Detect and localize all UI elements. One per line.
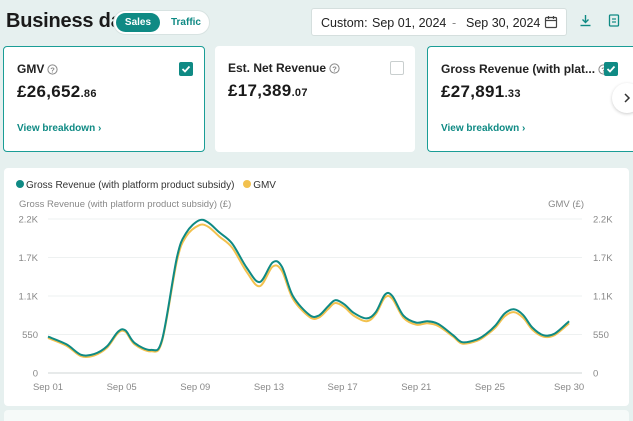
x-tick-label: Sep 05 xyxy=(107,382,137,393)
date-range-prefix: Custom: xyxy=(321,16,368,30)
chart-panel: Gross Revenue (with platform product sub… xyxy=(4,168,629,406)
legend-dot xyxy=(16,180,24,188)
card-value: £26,652.86 xyxy=(17,82,97,102)
y-tick-label-left: 2.2K xyxy=(18,215,38,226)
value-integer: 26,652 xyxy=(26,82,81,101)
y-tick-label-right: 2.2K xyxy=(593,215,613,226)
date-end: Sep 30, 2024 xyxy=(466,16,541,30)
series-line-gross-revenue xyxy=(47,218,570,357)
legend-label: Gross Revenue (with platform product sub… xyxy=(26,180,235,191)
view-breakdown-link[interactable]: View breakdown › xyxy=(441,123,526,134)
legend-label: GMV xyxy=(253,180,276,191)
svg-text:?: ? xyxy=(601,65,606,74)
value-decimal: .07 xyxy=(291,87,308,99)
card-title-text: GMV xyxy=(17,62,45,76)
y-tick-label-left: 1.1K xyxy=(18,292,38,303)
card-title: Est. Net Revenue? xyxy=(228,61,340,75)
value-integer: 27,891 xyxy=(450,82,505,101)
bottom-panel-edge xyxy=(4,410,629,421)
download-icon[interactable] xyxy=(579,14,592,27)
svg-text:?: ? xyxy=(51,65,56,74)
card-title-text: Gross Revenue (with plat... xyxy=(441,62,596,76)
x-tick-label: Sep 21 xyxy=(401,382,431,393)
chevron-right-icon xyxy=(624,93,631,103)
value-decimal: .86 xyxy=(80,88,97,100)
card-title: Gross Revenue (with plat...? xyxy=(441,62,609,76)
y-tick-label-right: 550 xyxy=(593,330,609,341)
currency-symbol: £ xyxy=(441,82,451,101)
y-tick-label-right: 1.7K xyxy=(593,253,613,264)
currency-symbol: £ xyxy=(17,82,27,101)
tab-traffic[interactable]: Traffic xyxy=(170,17,201,28)
chart-legend: Gross Revenue (with platform product sub… xyxy=(16,180,282,191)
page-title: Business data xyxy=(6,10,140,32)
y-tick-label-left: 550 xyxy=(22,330,38,341)
metric-card-gmv[interactable]: GMV? £26,652.86 View breakdown › xyxy=(3,46,205,152)
date-start: Sep 01, 2024 xyxy=(372,16,447,30)
header: Business data Sales Traffic Custom: Sep … xyxy=(0,0,633,44)
svg-text:?: ? xyxy=(332,64,337,73)
series-line-gmv xyxy=(47,223,570,359)
y-tick-label-left: 1.7K xyxy=(18,253,38,264)
report-icon[interactable] xyxy=(608,14,620,27)
sales-traffic-toggle: Sales Traffic xyxy=(113,10,210,35)
legend-item-gross-revenue[interactable]: Gross Revenue (with platform product sub… xyxy=(16,180,234,191)
checkbox-checked[interactable] xyxy=(604,62,618,76)
value-integer: 17,389 xyxy=(237,81,292,100)
line-chart[interactable]: 2.2K 2.2K 1.7K 1.7K 1.1K 1.1K 550 550 0 0 Sep 01 Se… xyxy=(4,168,629,406)
x-tick-label: Sep 09 xyxy=(180,382,210,393)
metric-card-net-revenue[interactable]: Est. Net Revenue? £17,389.07 xyxy=(215,46,415,152)
view-breakdown-link[interactable]: View breakdown › xyxy=(17,123,102,134)
y-axis-right-title: GMV (£) xyxy=(548,199,584,210)
x-tick-label: Sep 25 xyxy=(475,382,505,393)
card-title-text: Est. Net Revenue xyxy=(228,61,327,75)
help-icon[interactable]: ? xyxy=(329,63,340,74)
calendar-icon xyxy=(544,16,558,29)
tab-sales[interactable]: Sales xyxy=(116,13,160,32)
value-decimal: .33 xyxy=(504,88,521,100)
help-icon[interactable]: ? xyxy=(47,64,58,75)
card-title: GMV? xyxy=(17,62,58,76)
y-tick-label-right: 1.1K xyxy=(593,292,613,303)
check-icon xyxy=(181,65,191,73)
card-value: £17,389.07 xyxy=(228,81,308,101)
legend-item-gmv[interactable]: GMV xyxy=(243,180,276,191)
y-tick-label-right: 0 xyxy=(593,369,598,380)
metric-card-gross-revenue[interactable]: Gross Revenue (with plat...? £27,891.33 … xyxy=(427,46,633,152)
checkbox-checked[interactable] xyxy=(179,62,193,76)
legend-dot xyxy=(243,180,252,188)
check-icon xyxy=(606,65,616,73)
x-tick-label: Sep 17 xyxy=(328,382,358,393)
x-tick-label: Sep 13 xyxy=(254,382,284,393)
date-range-picker[interactable]: Custom: Sep 01, 2024 - Sep 30, 2024 xyxy=(311,8,567,36)
checkbox-unchecked[interactable] xyxy=(390,61,404,75)
currency-symbol: £ xyxy=(228,81,238,100)
y-tick-label-left: 0 xyxy=(33,369,38,380)
carousel-next-button[interactable] xyxy=(612,83,633,113)
date-separator: - xyxy=(452,16,457,30)
x-tick-label: Sep 01 xyxy=(33,382,63,393)
card-value: £27,891.33 xyxy=(441,82,521,102)
x-tick-label: Sep 30 xyxy=(554,382,584,393)
y-axis-left-title: Gross Revenue (with platform product sub… xyxy=(19,199,232,210)
